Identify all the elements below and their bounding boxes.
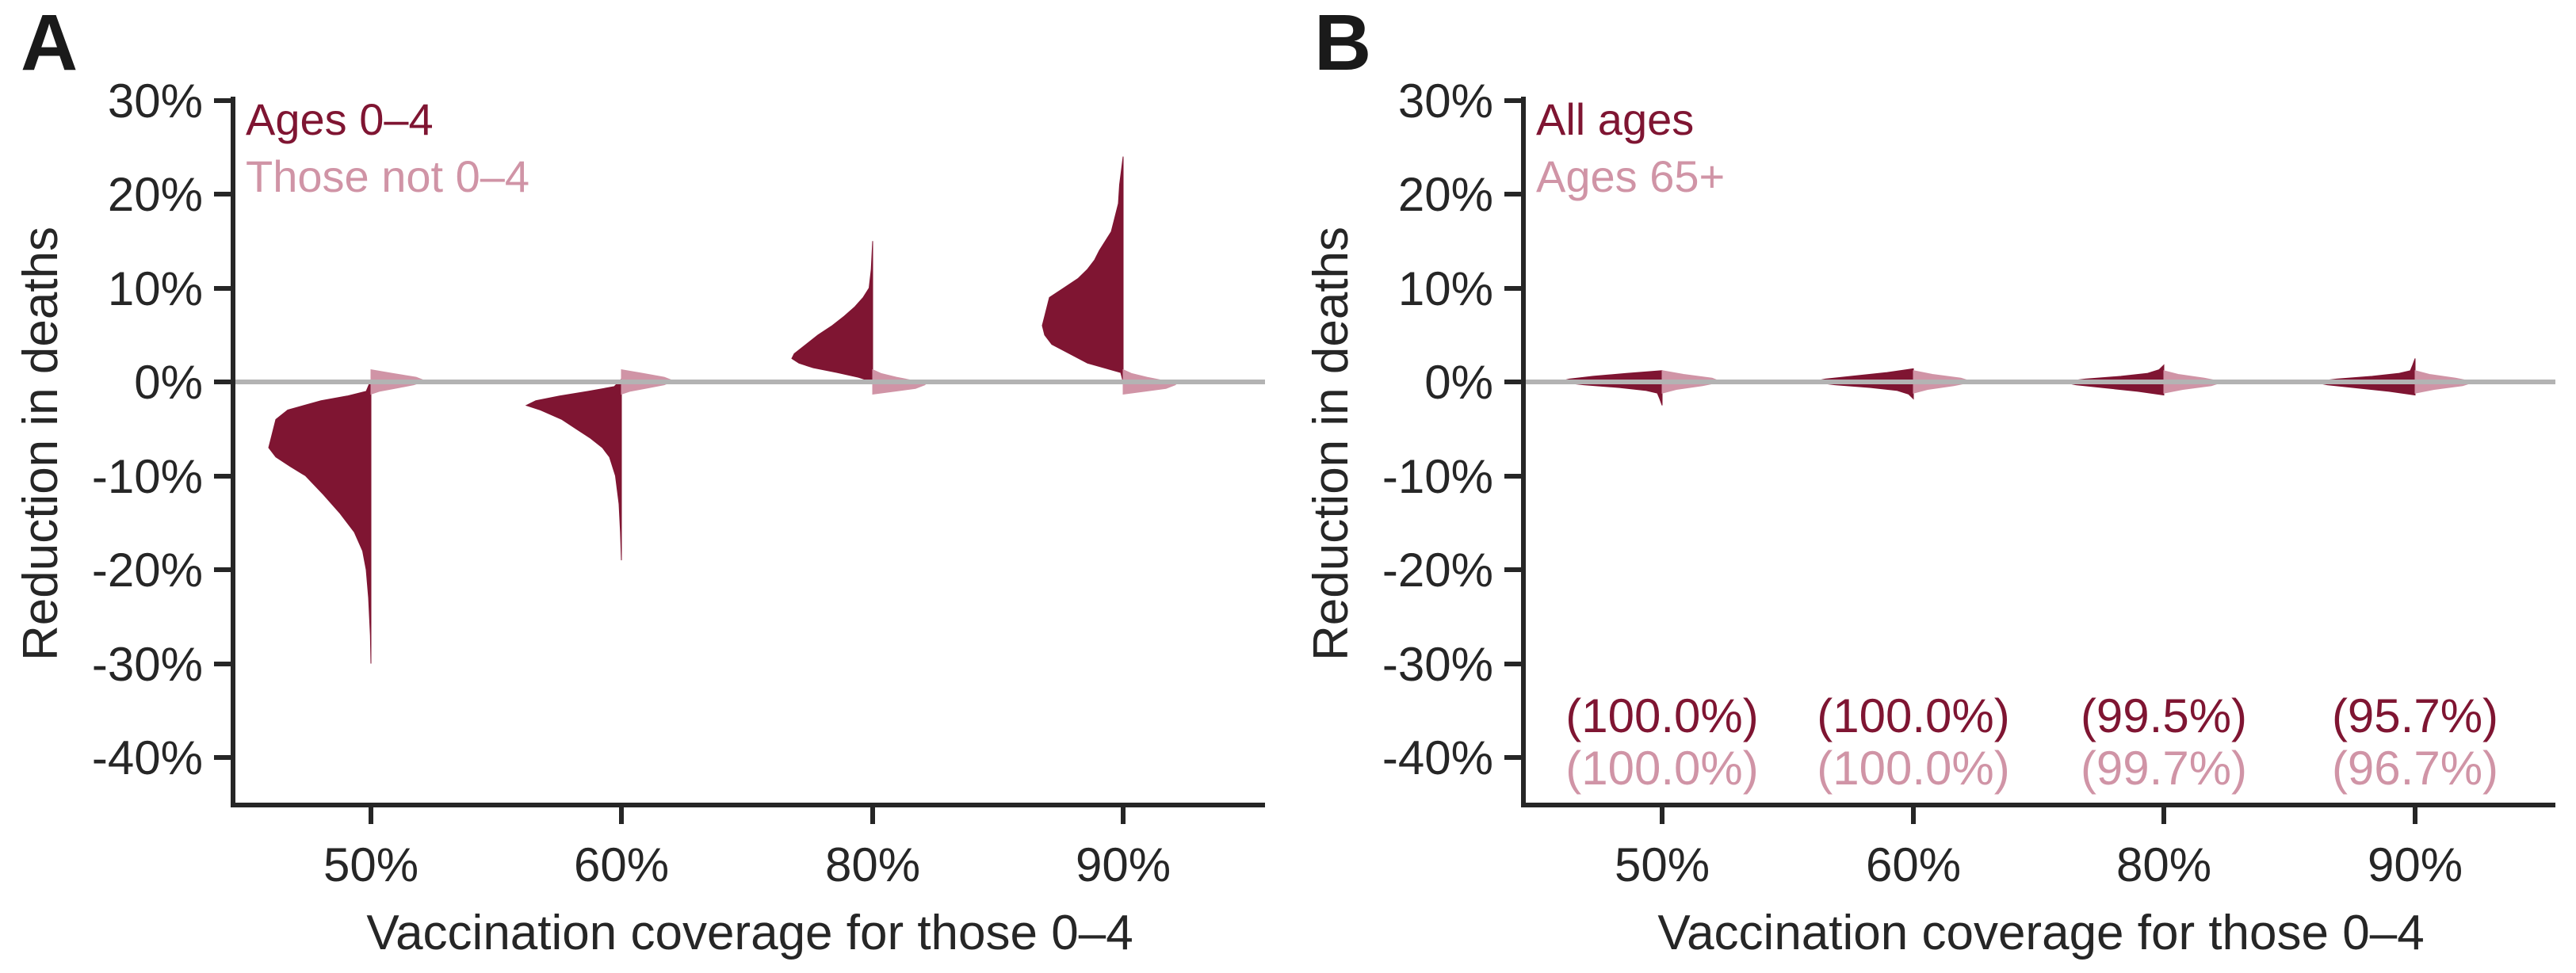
y-ticks	[214, 98, 233, 760]
x-tick-label: 80%	[2116, 838, 2211, 891]
legend-item: All ages	[1536, 94, 1694, 144]
y-tick-label: -10%	[92, 450, 203, 503]
violin-primary-60pct	[525, 378, 622, 561]
x-tick-label: 90%	[1076, 838, 1171, 891]
y-tick-label: -20%	[1382, 544, 1493, 597]
legend-item: Those not 0–4	[246, 151, 529, 201]
x-tick-label: 60%	[1866, 838, 1961, 891]
x-tick-label: 60%	[574, 838, 669, 891]
y-tick-label: 30%	[108, 74, 203, 128]
annotation-all-ages: (100.0%)	[1817, 689, 2009, 742]
y-tick-label: 20%	[108, 168, 203, 221]
x-axis-label: Vaccination coverage for those 0–4	[1657, 906, 2424, 960]
violin-primary-90pct	[2312, 358, 2416, 396]
y-tick-label: 30%	[1398, 74, 1493, 128]
legend-item: Ages 65+	[1536, 151, 1725, 201]
x-tick-labels: 50% 60% 80% 90%	[1615, 838, 2463, 891]
panel-letter: B	[1314, 0, 1371, 87]
x-tick-label: 90%	[2368, 838, 2463, 891]
annotation-all-ages: (95.7%)	[2332, 689, 2498, 742]
panel-letter: A	[21, 0, 78, 87]
y-tick-label: -30%	[1382, 638, 1493, 691]
y-tick-label: -10%	[1382, 450, 1493, 503]
y-tick-label: -30%	[92, 638, 203, 691]
violin-primary-90pct	[1041, 156, 1124, 383]
x-axis-label: Vaccination coverage for those 0–4	[366, 906, 1133, 960]
x-tick-label: 80%	[825, 838, 920, 891]
violin-primary-80pct	[791, 241, 873, 383]
x-tick-label: 50%	[1615, 838, 1710, 891]
annotation-ages-65: (99.7%)	[2081, 742, 2247, 795]
panel-a: A Reduction in deaths Vaccination covera…	[13, 0, 1265, 960]
legend: Ages 0–4 Those not 0–4	[246, 94, 529, 201]
y-tick-label: 0%	[1424, 356, 1493, 409]
y-tick-label: -40%	[92, 731, 203, 784]
y-tick-labels: 30% 20% 10% 0% -10% -20% -30% -40%	[1382, 74, 1493, 784]
x-tick-label: 50%	[323, 838, 419, 891]
y-tick-label: 0%	[134, 356, 203, 409]
plot-area	[268, 156, 1177, 664]
axes	[1521, 97, 2555, 807]
y-tick-label: 20%	[1398, 168, 1493, 221]
y-tick-label: -40%	[1382, 731, 1493, 784]
y-tick-labels: 30% 20% 10% 0% -10% -20% -30% -40%	[92, 74, 203, 784]
legend: All ages Ages 65+	[1536, 94, 1725, 201]
y-tick-label: 10%	[108, 262, 203, 315]
y-axis-label: Reduction in deaths	[13, 227, 68, 661]
annotation-all-ages: (100.0%)	[1565, 689, 1758, 742]
x-ticks	[1660, 805, 2417, 824]
x-ticks	[369, 805, 1126, 824]
y-tick-label: 10%	[1398, 262, 1493, 315]
y-tick-label: -20%	[92, 544, 203, 597]
annotation-ages-65: (100.0%)	[1817, 742, 2009, 795]
annotation-ages-65: (96.7%)	[2332, 742, 2498, 795]
x-tick-labels: 50% 60% 80% 90%	[323, 838, 1171, 891]
axes	[231, 97, 1265, 807]
annotation-all-ages: (99.5%)	[2081, 689, 2247, 742]
coverage-annotations: (100.0%) (100.0%) (100.0%) (100.0%) (99.…	[1565, 689, 2498, 795]
violin-primary-50pct	[1557, 370, 1663, 406]
y-ticks	[1504, 98, 1523, 760]
violin-primary-50pct	[268, 380, 372, 664]
annotation-ages-65: (100.0%)	[1565, 742, 1758, 795]
panel-b: B Reduction in deaths Vaccination covera…	[1304, 0, 2555, 960]
legend-item: Ages 0–4	[246, 94, 434, 144]
y-axis-label: Reduction in deaths	[1304, 227, 1359, 661]
